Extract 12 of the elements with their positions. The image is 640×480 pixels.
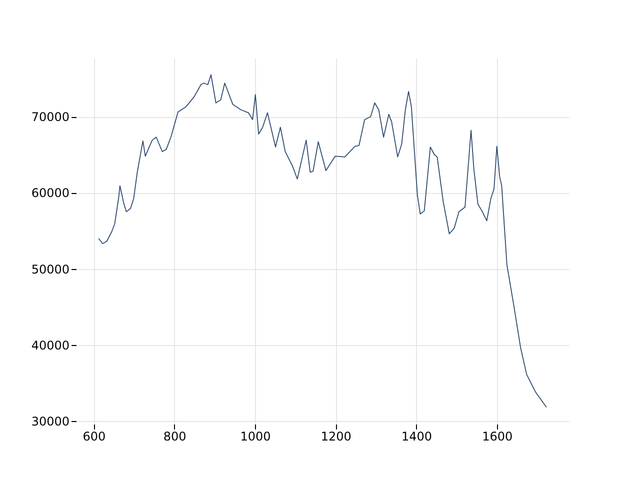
- y-tick-label: 30000: [31, 414, 70, 428]
- x-tick-label: 1000: [240, 430, 271, 444]
- x-tick-label: 1600: [482, 430, 513, 444]
- y-tick-label: 50000: [31, 262, 70, 276]
- x-tick-label: 1200: [320, 430, 352, 444]
- y-tick-label: 40000: [31, 338, 70, 352]
- y-tick-label: 60000: [31, 186, 70, 200]
- x-tick-label: 600: [82, 430, 106, 444]
- y-tick-label: 70000: [31, 110, 70, 124]
- x-tick-label: 800: [163, 430, 186, 444]
- x-tick-label: 1400: [401, 430, 432, 444]
- line-series: [98, 74, 547, 408]
